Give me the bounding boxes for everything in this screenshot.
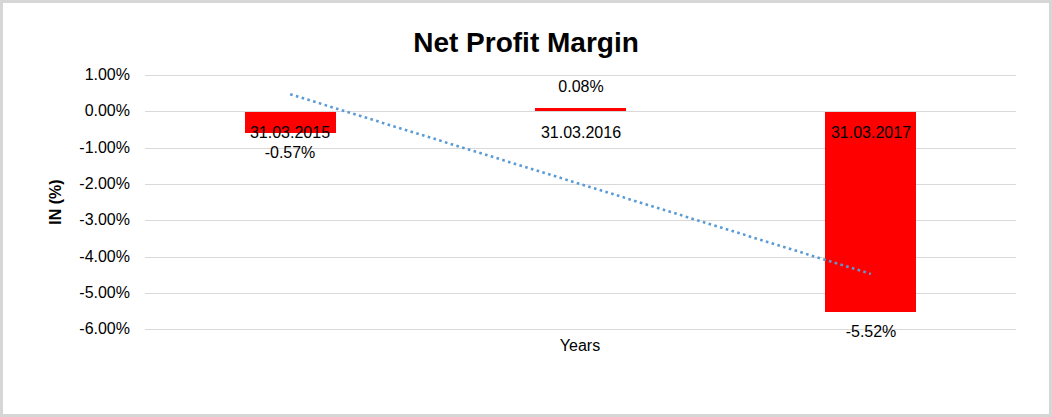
y-tick-label: -2.00% xyxy=(46,176,130,192)
x-axis-title: Years xyxy=(560,337,600,355)
bar-31.03.2017 xyxy=(825,112,916,312)
chart-title: Net Profit Margin xyxy=(3,27,1049,59)
y-tick-label: -3.00% xyxy=(46,212,130,228)
data-label: 0.08% xyxy=(558,78,603,95)
chart-frame: Net Profit Margin IN (%) Years 1.00%0.00… xyxy=(0,0,1052,417)
y-tick-label: 1.00% xyxy=(46,67,130,83)
bar-31.03.2016 xyxy=(535,108,626,111)
y-gridline xyxy=(145,75,1016,76)
y-tick-label: -6.00% xyxy=(46,321,130,337)
data-label: -5.52% xyxy=(846,323,897,340)
y-tick-label: -4.00% xyxy=(46,249,130,265)
y-tick-label: 0.00% xyxy=(46,103,130,119)
category-label: 31.03.2016 xyxy=(541,124,621,141)
y-tick-label: -5.00% xyxy=(46,285,130,301)
data-label: -0.57% xyxy=(265,144,316,161)
y-tick-label: -1.00% xyxy=(46,140,130,156)
category-label: 31.03.2015 xyxy=(250,124,330,141)
category-label: 31.03.2017 xyxy=(831,124,911,141)
